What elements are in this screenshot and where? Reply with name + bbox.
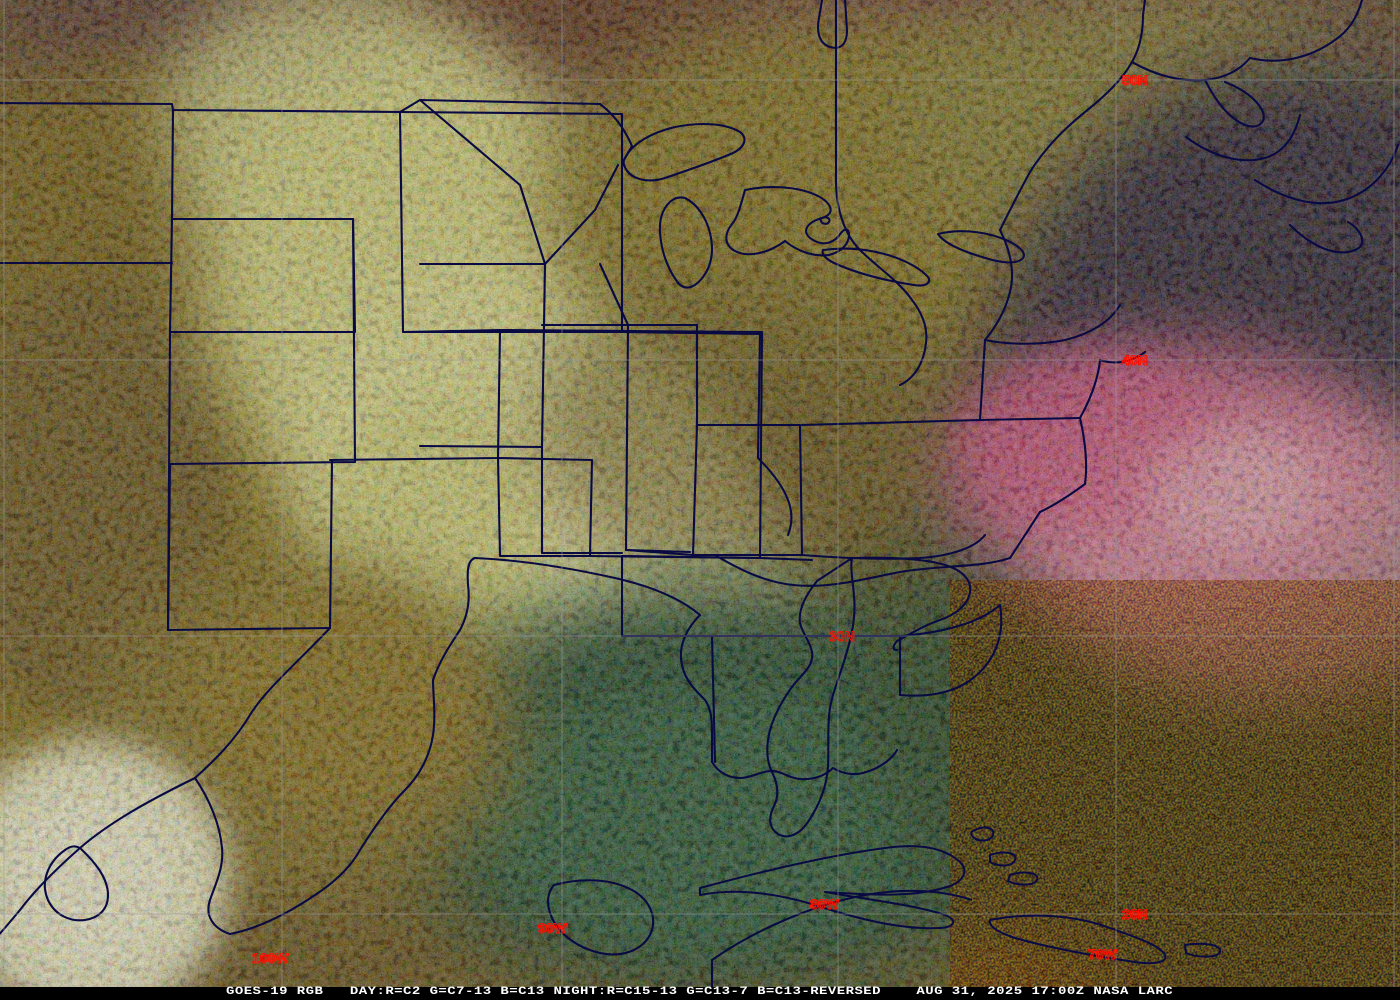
svg-text:20N: 20N	[1122, 906, 1148, 922]
svg-text:50N: 50N	[1122, 72, 1148, 88]
svg-text:80W: 80W	[810, 896, 840, 912]
svg-text:100W: 100W	[252, 950, 289, 966]
svg-text:90W: 90W	[538, 920, 568, 936]
svg-text:40N: 40N	[1122, 352, 1148, 368]
svg-text:70W: 70W	[1088, 946, 1118, 962]
svg-text:30N: 30N	[829, 628, 855, 644]
